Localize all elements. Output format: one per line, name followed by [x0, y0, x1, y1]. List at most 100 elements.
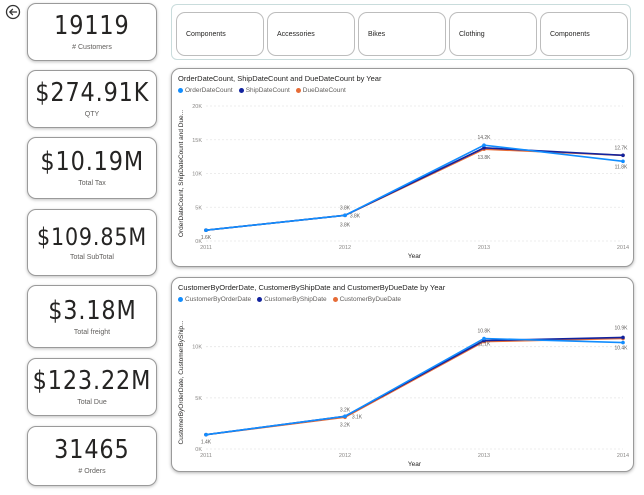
- kpi-label: Total Tax: [78, 180, 106, 187]
- kpi-value: $3.18M: [47, 295, 137, 326]
- legend-label: DueDateCount: [302, 87, 346, 94]
- data-label: 3.2K: [340, 422, 351, 428]
- data-label: 10.4K: [614, 346, 628, 352]
- category-slicer: Components Accessories Bikes Clothing Co…: [171, 4, 631, 60]
- chart-title: CustomerByOrderDate, CustomerByShipDate …: [178, 283, 446, 292]
- kpi-label: Total Due: [77, 399, 107, 406]
- chart-plot: 0K 5K 10K 2011 2012 2013 2014 Year CustomerByOrd…: [178, 320, 629, 468]
- y-tick-label: 10K: [192, 345, 202, 351]
- x-tick-label: 2012: [339, 245, 351, 251]
- legend-label: ShipDateCount: [245, 87, 290, 94]
- x-tick-label: 2014: [617, 245, 629, 251]
- legend-item[interactable]: DueDateCount: [295, 87, 346, 94]
- x-tick-label: 2012: [339, 453, 351, 459]
- data-point: [204, 228, 208, 232]
- legend-item[interactable]: ShipDateCount: [238, 87, 290, 94]
- legend-item[interactable]: OrderDateCount: [178, 87, 233, 94]
- y-tick-label: 0K: [195, 447, 202, 453]
- slicer-item-components-2[interactable]: Components: [540, 12, 628, 56]
- data-point: [482, 146, 486, 150]
- data-point: [621, 159, 625, 164]
- data-label: 3.2K: [340, 407, 351, 413]
- slicer-item-accessories[interactable]: Accessories: [267, 12, 355, 56]
- kpi-label: Total freight: [73, 328, 111, 336]
- chart-legend: CustomerByOrderDate CustomerByShipDate C…: [178, 296, 401, 303]
- back-button[interactable]: [5, 4, 21, 20]
- data-label: 3.8K: [340, 205, 351, 211]
- data-point: [204, 432, 208, 437]
- y-axis-title: OrderDateCount, ShipDateCount and Due...: [178, 110, 185, 237]
- kpi-value: 19119: [54, 11, 130, 41]
- kpi-card-orders: 31465 # Orders: [27, 426, 157, 486]
- back-arrow-icon: [5, 4, 21, 20]
- x-tick-label: 2013: [478, 245, 490, 251]
- slicer-item-components[interactable]: Components: [176, 12, 264, 56]
- kpi-card-total-tax: $10.19M Total Tax: [27, 137, 157, 199]
- x-tick-label: 2013: [478, 453, 490, 459]
- kpi-label: Total SubTotal: [70, 253, 114, 261]
- data-point: [621, 335, 625, 340]
- kpi-card-total-subtotal: $109.85M Total SubTotal: [27, 209, 157, 276]
- legend-item[interactable]: CustomerByDueDate: [332, 296, 402, 303]
- data-point: [482, 143, 486, 147]
- x-axis-title: Year: [408, 461, 422, 468]
- data-label: 11.8K: [615, 164, 628, 170]
- chart-title: OrderDateCount, ShipDateCount and DueDat…: [178, 74, 382, 83]
- slicer-item-bikes[interactable]: Bikes: [358, 12, 446, 56]
- y-tick-label: 0K: [195, 239, 202, 245]
- line-chart-customers-by-date[interactable]: CustomerByOrderDate, CustomerByShipDate …: [171, 277, 634, 472]
- legend-item[interactable]: CustomerByOrderDate: [178, 296, 251, 303]
- y-axis-title: CustomerByOrderDate, CustomerByShip...: [178, 320, 185, 444]
- y-tick-label: 5K: [195, 396, 202, 402]
- x-axis-title: Year: [408, 253, 422, 260]
- data-label: 1.4K: [201, 440, 212, 446]
- chart-plot: 0K 5K 10K 15K 20K 2011 2012 2013 2014 Year OrderDa…: [178, 104, 629, 260]
- slicer-item-clothing[interactable]: Clothing: [449, 12, 537, 56]
- kpi-card-total-due: $123.22M Total Due: [27, 358, 157, 416]
- data-label: 12.7K: [614, 145, 628, 151]
- kpi-value: $10.19M: [40, 147, 144, 177]
- kpi-label: # Orders: [78, 468, 106, 475]
- series-line: [205, 147, 624, 231]
- kpi-label: # Customers: [72, 44, 112, 51]
- legend-label: OrderDateCount: [185, 87, 233, 94]
- kpi-value: $123.22M: [32, 366, 152, 396]
- data-label: 3.1K: [352, 414, 363, 420]
- data-label: 10.8K: [477, 329, 491, 335]
- kpi-value: $274.91K: [34, 78, 150, 108]
- line-chart-date-counts[interactable]: OrderDateCount, ShipDateCount and DueDat…: [171, 68, 634, 267]
- series-line: [205, 148, 624, 231]
- data-label: 3.8K: [350, 213, 361, 219]
- kpi-value: $109.85M: [36, 222, 148, 251]
- data-point: [343, 213, 347, 218]
- y-tick-label: 20K: [192, 104, 202, 110]
- x-tick-label: 2011: [200, 453, 212, 459]
- legend-label: CustomerByDueDate: [339, 296, 402, 303]
- data-point: [343, 414, 347, 419]
- kpi-card-total-freight: $3.18M Total freight: [27, 285, 157, 348]
- data-label: 3.8K: [340, 222, 351, 228]
- series-line: [205, 144, 624, 231]
- data-label: 11.1K: [478, 341, 491, 347]
- x-tick-label: 2014: [617, 453, 629, 459]
- data-label: 13.8K: [477, 155, 491, 161]
- legend-label: CustomerByOrderDate: [185, 296, 252, 303]
- legend-item[interactable]: CustomerByShipDate: [257, 296, 327, 303]
- data-point: [482, 336, 486, 341]
- y-tick-label: 10K: [192, 172, 202, 178]
- series-line: [205, 337, 624, 436]
- series-line: [205, 336, 624, 436]
- series-line: [205, 337, 624, 436]
- kpi-card-customers: 19119 # Customers: [27, 3, 157, 61]
- y-tick-label: 5K: [195, 205, 202, 211]
- data-point: [621, 340, 625, 345]
- data-label: 1.6K: [201, 235, 212, 241]
- data-label: 14.2K: [477, 135, 491, 141]
- y-tick-label: 15K: [192, 138, 202, 144]
- x-tick-label: 2011: [200, 245, 212, 251]
- kpi-card-qty: $274.91K QTY: [27, 70, 157, 128]
- legend-label: CustomerByShipDate: [264, 296, 327, 303]
- data-label: 10.9K: [614, 325, 628, 331]
- kpi-label: QTY: [84, 111, 100, 118]
- data-point: [621, 153, 625, 158]
